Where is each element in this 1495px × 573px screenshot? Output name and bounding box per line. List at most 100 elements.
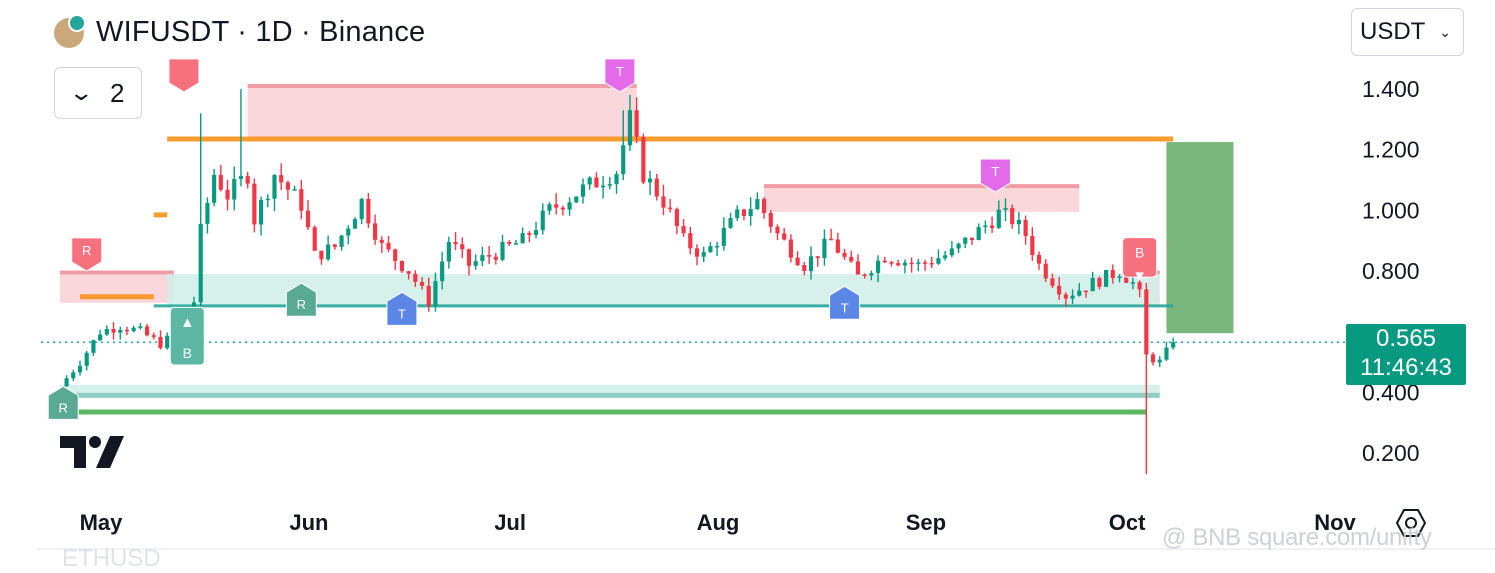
candle-body xyxy=(466,249,472,266)
candle-body xyxy=(352,219,358,229)
candle-body xyxy=(815,256,820,259)
signal-pill-0[interactable] xyxy=(169,306,205,366)
marker-shape xyxy=(71,237,103,272)
candle-body xyxy=(533,230,539,235)
candle-body xyxy=(218,174,223,190)
candle-body xyxy=(151,335,156,337)
candle-body xyxy=(359,198,364,220)
candle-body xyxy=(943,255,948,259)
candle-body xyxy=(674,209,679,227)
marker-shape xyxy=(829,285,861,320)
chevron-down-icon: ⌄ xyxy=(67,80,94,105)
candle-body xyxy=(1063,294,1068,299)
candle-body xyxy=(118,329,123,333)
candle-body xyxy=(1077,290,1082,296)
marker-T-2[interactable]: T xyxy=(604,58,636,93)
candle-body xyxy=(788,239,793,258)
marker-flag-1[interactable] xyxy=(168,58,200,93)
signal-label: B xyxy=(1135,245,1144,261)
candle-body xyxy=(520,233,525,244)
candle-body xyxy=(91,340,96,353)
candle-body xyxy=(1117,276,1122,279)
candle-body xyxy=(896,263,901,266)
tradingview-logo-icon[interactable] xyxy=(60,436,124,468)
candle-body xyxy=(111,328,116,333)
marker-R-4[interactable]: R xyxy=(285,282,317,317)
x-tick-label: Nov xyxy=(1314,510,1356,535)
candle-body xyxy=(1016,220,1021,225)
candle-body xyxy=(889,262,894,264)
candle-body xyxy=(902,262,907,266)
candle-body xyxy=(1171,342,1176,348)
candle-body xyxy=(795,257,800,265)
candle-body xyxy=(527,233,532,235)
candle-body xyxy=(862,274,867,276)
candle-body xyxy=(433,281,438,307)
candle-body xyxy=(768,213,773,227)
marker-R-7[interactable]: R xyxy=(47,385,79,420)
candle-body xyxy=(688,233,693,249)
candle-body xyxy=(393,249,398,262)
candle-body xyxy=(580,184,586,197)
candle-body xyxy=(654,178,659,197)
candle-body xyxy=(386,242,391,250)
marker-label: T xyxy=(841,300,849,315)
candle-body xyxy=(661,196,666,208)
candle-body xyxy=(614,174,619,185)
candle-body xyxy=(493,256,498,260)
marker-shape xyxy=(168,58,200,93)
marker-T-3[interactable]: T xyxy=(979,158,1011,193)
marker-R-0[interactable]: R xyxy=(71,237,103,272)
indicators-collapse-button[interactable]: ⌄ 2 xyxy=(54,67,142,119)
currency-value: USDT xyxy=(1360,18,1426,45)
candle-body xyxy=(715,245,720,248)
marker-label: R xyxy=(297,297,306,312)
watermark: @ BNB square.com/unifty xyxy=(1162,524,1432,551)
candle-body xyxy=(272,175,277,199)
candle-body xyxy=(849,256,854,262)
candle-body xyxy=(627,110,633,146)
settings-icon[interactable] xyxy=(1396,508,1426,538)
marker-label: T xyxy=(398,306,406,321)
currency-select[interactable]: USDT ⌄ xyxy=(1351,8,1464,56)
candle-body xyxy=(1003,208,1008,210)
candle-body xyxy=(936,258,941,264)
candle-body xyxy=(574,196,579,203)
candle-body xyxy=(419,281,425,286)
marker-T-5[interactable]: T xyxy=(386,291,418,326)
candle-body xyxy=(694,248,700,257)
wif-coin-icon[interactable] xyxy=(54,13,86,48)
candle-body xyxy=(507,242,512,244)
candle-body xyxy=(319,250,324,260)
resistance-zone-top xyxy=(247,85,637,138)
candle-body xyxy=(265,198,270,201)
candle-body xyxy=(983,225,988,228)
candle-body xyxy=(1083,290,1089,293)
candle-body xyxy=(547,204,552,211)
candle-body xyxy=(1023,220,1028,237)
candle-body xyxy=(829,238,834,241)
symbol-title[interactable]: WIFUSDT · 1D · Binance xyxy=(96,16,426,48)
caret-down-icon: ⌄ xyxy=(1439,23,1451,40)
candle-body xyxy=(808,256,814,272)
candle-body xyxy=(1144,289,1149,355)
candle-body xyxy=(540,210,545,231)
candle-body xyxy=(621,145,626,175)
candle-body xyxy=(373,223,378,240)
candle-body xyxy=(869,273,874,276)
signal-pill-1[interactable] xyxy=(1122,237,1158,278)
candle-body xyxy=(124,329,130,332)
candle-body xyxy=(963,237,968,244)
take-profit-box xyxy=(1166,142,1234,334)
candle-body xyxy=(480,255,485,262)
marker-T-6[interactable]: T xyxy=(829,285,861,320)
candle-body xyxy=(1157,359,1162,363)
indicator-count: 2 xyxy=(109,77,125,108)
candle-body xyxy=(252,183,257,225)
candle-body xyxy=(1110,269,1115,278)
candle-body xyxy=(312,227,317,251)
candle-body xyxy=(748,209,753,216)
candle-body xyxy=(587,177,592,185)
candle-body xyxy=(802,264,807,272)
